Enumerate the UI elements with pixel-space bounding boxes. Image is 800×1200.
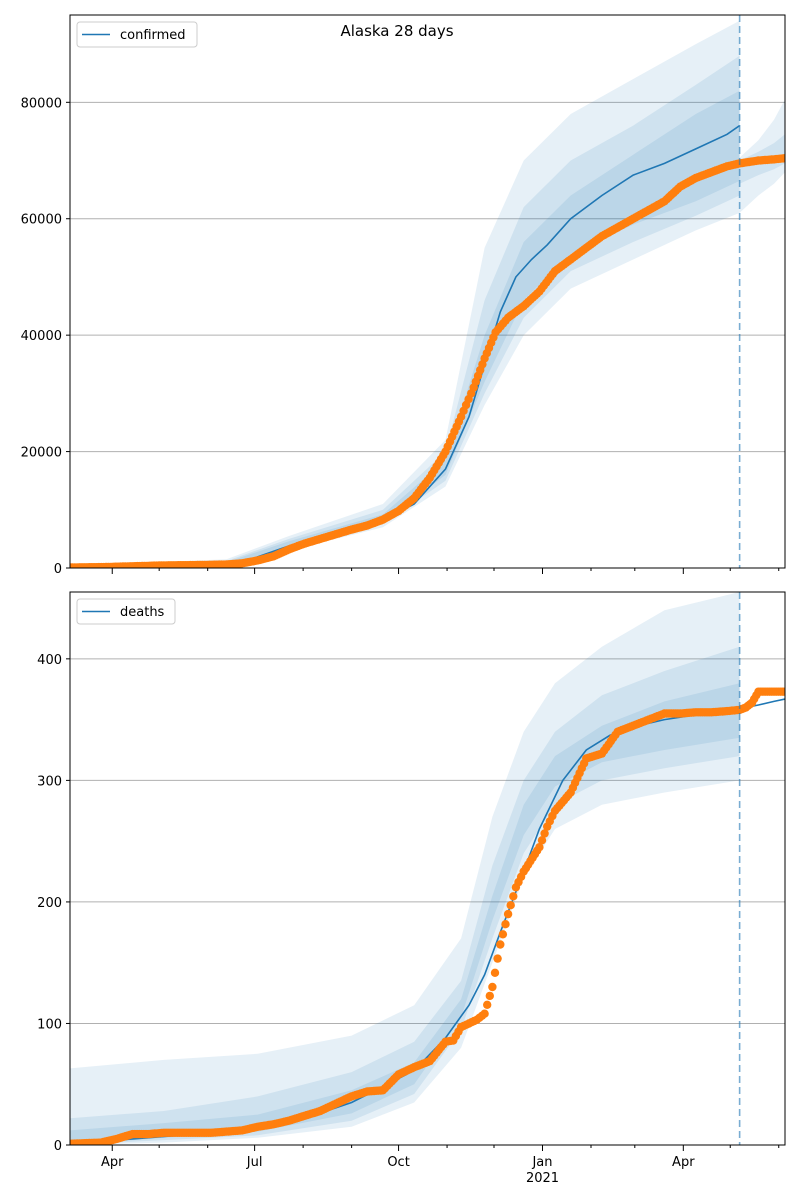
observed-point	[501, 920, 510, 929]
plot-area	[70, 20, 785, 568]
observed-point	[537, 836, 547, 845]
plot-area	[70, 592, 785, 1145]
observed-point	[535, 843, 544, 852]
x-tick-year-label: 2021	[526, 1171, 559, 1186]
uncertainty-band	[70, 646, 740, 1145]
y-tick-label: 20000	[21, 446, 62, 461]
x-tick-label: Apr	[672, 1155, 695, 1170]
axes-frame	[69, 591, 786, 1146]
observed-point	[496, 940, 505, 949]
y-tick-label: 400	[37, 653, 62, 668]
x-tick-label: Apr	[101, 1155, 124, 1170]
y-tick-label: 100	[37, 1017, 62, 1032]
observed-point	[503, 909, 513, 919]
observed-point	[480, 1009, 489, 1018]
legend-label: confirmed	[120, 28, 186, 43]
observed-point	[483, 1000, 492, 1009]
observed-point	[509, 892, 518, 901]
legend-box	[76, 21, 198, 48]
y-tick-label: 40000	[21, 329, 62, 344]
legend-label: deaths	[120, 605, 165, 620]
axes-frame	[69, 14, 786, 569]
uncertainty-band	[70, 592, 740, 1145]
y-tick-label: 60000	[21, 213, 62, 228]
observed-point	[498, 930, 508, 939]
uncertainty-band	[70, 20, 740, 568]
y-tick-label: 0	[54, 562, 62, 577]
y-tick-label: 0	[54, 1139, 62, 1154]
y-tick-label: 300	[37, 774, 62, 789]
observed-point	[488, 982, 497, 992]
observed-point	[485, 991, 494, 1001]
x-tick-label: Oct	[387, 1155, 409, 1170]
observed-point	[506, 901, 515, 910]
legend-box	[76, 598, 176, 625]
confirmed-panel: 0 20000 40000 60000 80000 confirmed	[21, 14, 786, 577]
uncertainty-band	[70, 683, 740, 1145]
observed-point	[490, 968, 500, 977]
observed-point	[780, 687, 785, 696]
x-tick-label: Jan	[531, 1155, 552, 1170]
y-tick-label: 80000	[21, 96, 62, 111]
figure-title: Alaska 28 days	[340, 22, 453, 40]
observed-point	[493, 954, 502, 963]
uncertainty-band	[70, 55, 740, 568]
observed-point	[540, 829, 549, 838]
x-tick-label: Jul	[246, 1155, 263, 1170]
uncertainty-band	[70, 90, 740, 568]
observed-point	[780, 154, 785, 163]
y-tick-label: 200	[37, 896, 62, 911]
